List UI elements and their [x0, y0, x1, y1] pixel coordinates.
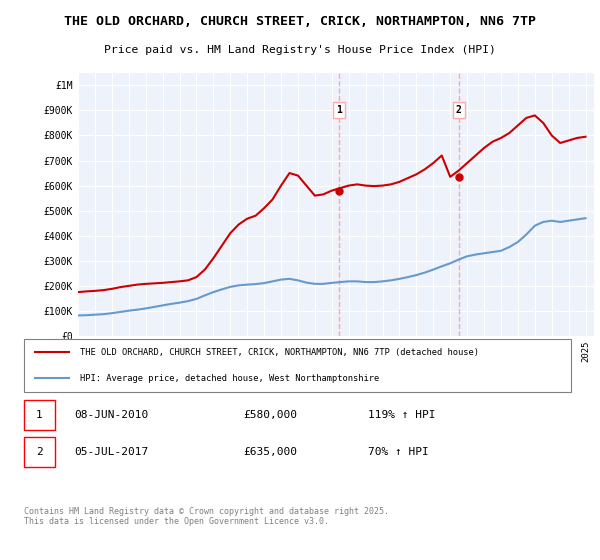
Text: HPI: Average price, detached house, West Northamptonshire: HPI: Average price, detached house, West…: [80, 374, 379, 383]
Text: 08-JUN-2010: 08-JUN-2010: [74, 410, 149, 420]
Text: £580,000: £580,000: [244, 410, 298, 420]
Text: THE OLD ORCHARD, CHURCH STREET, CRICK, NORTHAMPTON, NN6 7TP: THE OLD ORCHARD, CHURCH STREET, CRICK, N…: [64, 15, 536, 27]
Text: 1: 1: [36, 410, 43, 420]
Text: 70% ↑ HPI: 70% ↑ HPI: [368, 447, 428, 457]
Text: 2: 2: [456, 105, 462, 115]
Text: THE OLD ORCHARD, CHURCH STREET, CRICK, NORTHAMPTON, NN6 7TP (detached house): THE OLD ORCHARD, CHURCH STREET, CRICK, N…: [80, 348, 479, 357]
Text: Contains HM Land Registry data © Crown copyright and database right 2025.
This d: Contains HM Land Registry data © Crown c…: [23, 507, 389, 526]
Text: 1: 1: [336, 105, 342, 115]
Text: 119% ↑ HPI: 119% ↑ HPI: [368, 410, 435, 420]
Text: Price paid vs. HM Land Registry's House Price Index (HPI): Price paid vs. HM Land Registry's House …: [104, 45, 496, 55]
Bar: [23, 400, 55, 430]
Text: 05-JUL-2017: 05-JUL-2017: [74, 447, 149, 457]
Text: £635,000: £635,000: [244, 447, 298, 457]
Text: 2: 2: [36, 447, 43, 457]
Bar: [23, 437, 55, 467]
